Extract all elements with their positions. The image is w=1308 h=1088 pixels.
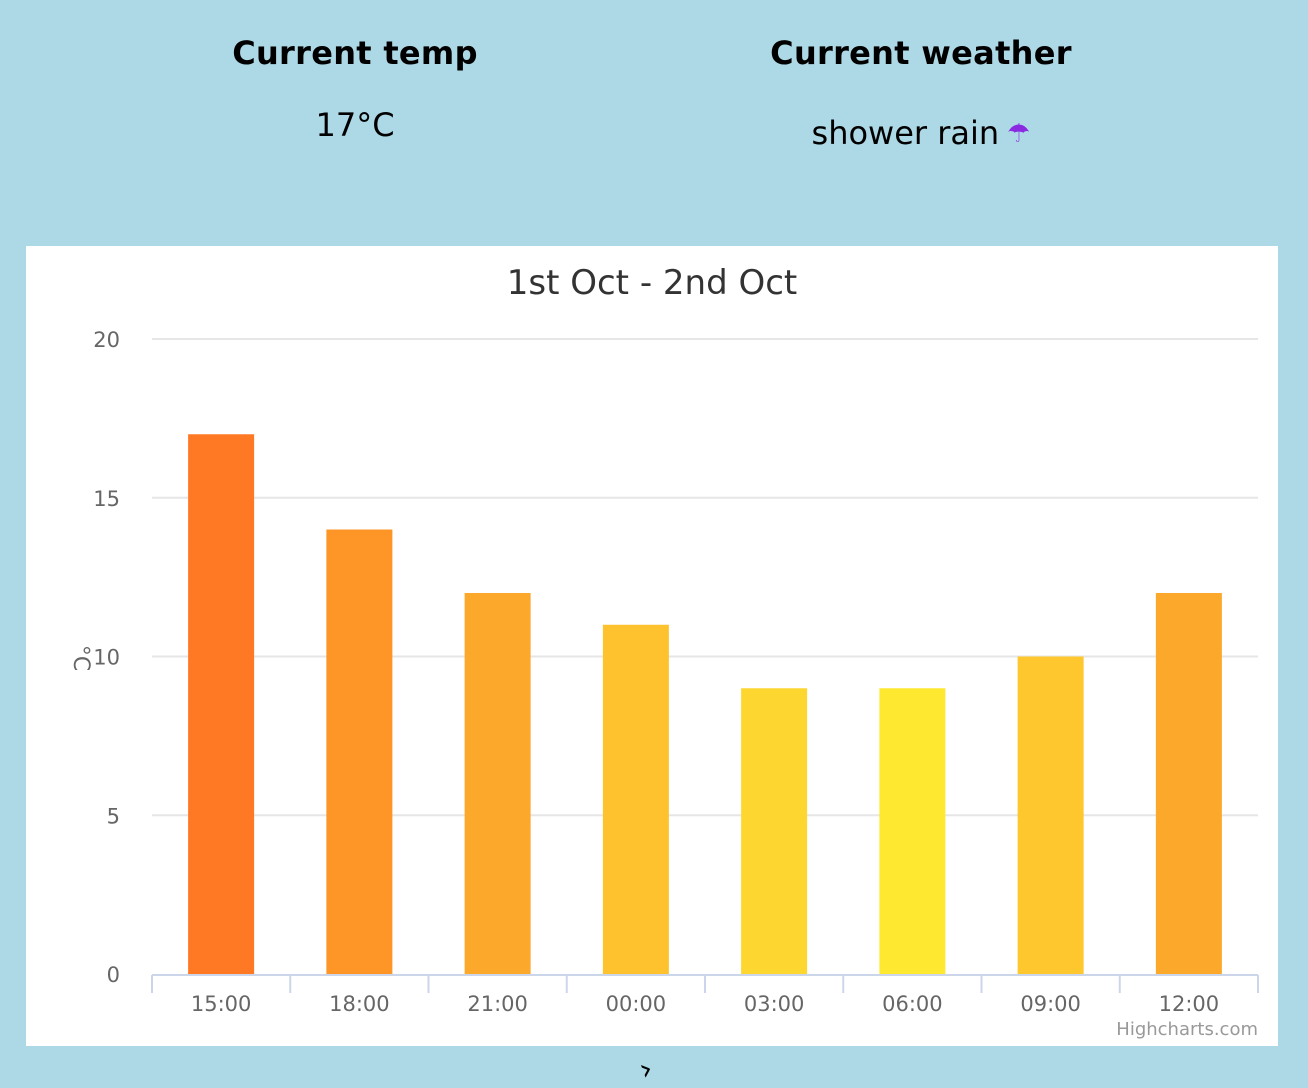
bar-series — [188, 434, 1222, 974]
x-axis: 15:00 18:00 21:00 00:00 03:00 06:00 09:00 12:00 — [151, 974, 1259, 1016]
x-tick-label: 18:00 — [329, 992, 390, 1016]
x-tick-label: 03:00 — [744, 992, 805, 1016]
current-weather-heading: Current weather — [770, 34, 1072, 72]
cursor-fragment: › — [634, 1051, 658, 1088]
y-tick-label: 0 — [107, 963, 120, 987]
y-tick-label: 5 — [107, 804, 120, 828]
y-tick-label: 15 — [93, 487, 120, 511]
x-tick-label: 06:00 — [882, 992, 943, 1016]
bar — [1155, 593, 1222, 974]
bar — [879, 688, 946, 974]
chart-svg: 1st Oct - 2nd Oct 0 5 10 15 20 15:00 18:00 21:… — [68, 263, 1259, 1016]
current-temp-heading: Current temp — [232, 34, 478, 72]
umbrella-icon: ☂ — [1007, 119, 1031, 149]
bar — [1017, 656, 1084, 974]
x-tick-label: 09:00 — [1020, 992, 1081, 1016]
bar — [188, 434, 255, 974]
y-tick-label: 10 — [93, 646, 120, 670]
bar — [464, 593, 531, 974]
y-axis-title: °C — [68, 645, 93, 671]
current-weather-row: shower rain ☂ — [671, 114, 1171, 152]
chart-title: 1st Oct - 2nd Oct — [507, 263, 798, 303]
bar — [741, 688, 808, 974]
current-temp-value: 17°C — [315, 106, 395, 144]
x-tick-label: 15:00 — [191, 992, 252, 1016]
temperature-chart: 1st Oct - 2nd Oct 0 5 10 15 20 15:00 18:00 21:… — [26, 246, 1278, 1046]
bar — [602, 624, 669, 974]
bar — [326, 529, 393, 974]
x-tick-label: 00:00 — [606, 992, 667, 1016]
x-tick-label: 21:00 — [467, 992, 528, 1016]
highcharts-credit-link[interactable]: Highcharts.com — [1116, 1019, 1258, 1040]
y-tick-label: 20 — [93, 328, 120, 352]
current-weather-value: shower rain — [811, 114, 1000, 152]
x-tick-label: 12:00 — [1159, 992, 1220, 1016]
